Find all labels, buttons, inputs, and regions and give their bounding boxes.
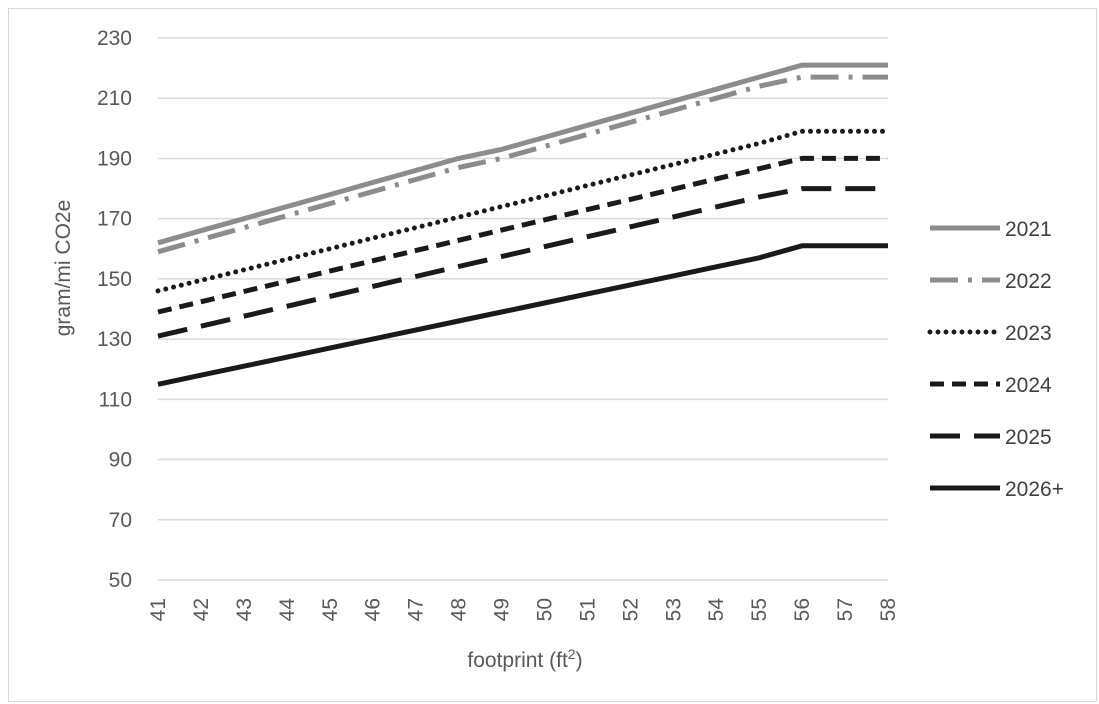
chart-frame xyxy=(8,8,1097,702)
x-axis-title-superscript: 2 xyxy=(568,646,576,662)
x-tick-label: 55 xyxy=(748,598,771,621)
x-axis-ticks: 41 42 43 44 45 46 47 48 49 50 51 52 53 54 55 56 57 58 xyxy=(147,598,900,622)
series-lines xyxy=(155,62,891,387)
y-tick-label: 130 xyxy=(97,328,132,351)
x-tick-label: 47 xyxy=(405,598,428,621)
legend-label: 2023 xyxy=(1005,322,1052,345)
series-line-2022 xyxy=(157,74,888,255)
series-line-2025 xyxy=(157,186,888,339)
legend: 2021 2022 2023 2024 2025 2026+ xyxy=(927,218,1064,501)
y-tick-label: 230 xyxy=(97,27,132,50)
x-tick-label: 56 xyxy=(791,598,814,621)
series-line-2023 xyxy=(155,128,891,294)
y-tick-label: 90 xyxy=(109,449,132,472)
y-tick-label: 70 xyxy=(109,509,132,532)
y-axis-ticks: 230 210 190 170 150 130 110 90 70 50 xyxy=(97,27,132,592)
x-tick-label: 53 xyxy=(662,598,685,621)
x-tick-label: 50 xyxy=(533,598,556,621)
x-tick-label: 54 xyxy=(705,598,728,622)
x-tick-label: 48 xyxy=(448,598,471,621)
y-tick-label: 50 xyxy=(109,569,132,592)
y-tick-label: 190 xyxy=(97,147,132,170)
x-tick-label: 43 xyxy=(233,598,256,621)
y-tick-label: 110 xyxy=(99,388,132,411)
gridlines xyxy=(158,37,888,581)
x-tick-label: 44 xyxy=(276,598,299,622)
y-tick-label: 170 xyxy=(97,208,132,231)
x-tick-label: 58 xyxy=(877,598,900,621)
y-axis-title: gram/mi CO2e xyxy=(52,200,75,337)
legend-label: 2021 xyxy=(1005,218,1052,241)
series-line-2026 xyxy=(157,243,888,387)
legend-label: 2026+ xyxy=(1005,478,1064,501)
legend-label: 2025 xyxy=(1005,426,1052,449)
x-tick-label: 57 xyxy=(834,598,857,621)
x-tick-label: 45 xyxy=(319,598,342,621)
x-tick-label: 42 xyxy=(190,598,213,621)
legend-label: 2022 xyxy=(1005,270,1052,293)
y-tick-label: 150 xyxy=(97,268,132,291)
series-line-2021 xyxy=(157,62,888,246)
x-tick-label: 46 xyxy=(362,598,385,621)
x-tick-label: 41 xyxy=(147,598,170,621)
x-axis-title: footprint (ft2) xyxy=(467,646,582,672)
series-line-2024 xyxy=(157,155,888,315)
y-tick-label: 210 xyxy=(97,87,132,110)
x-tick-label: 52 xyxy=(619,598,642,621)
legend-label: 2024 xyxy=(1005,374,1052,397)
x-tick-label: 51 xyxy=(576,598,599,621)
x-tick-label: 49 xyxy=(491,598,514,621)
